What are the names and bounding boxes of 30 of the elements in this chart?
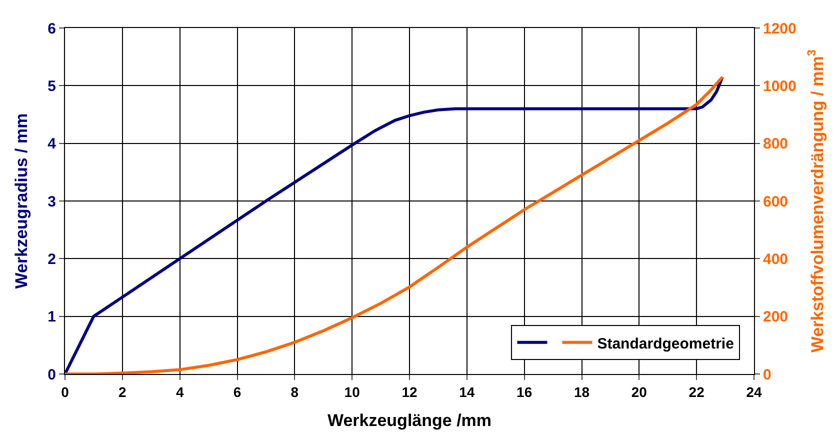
y2-tick-label: 800 — [763, 136, 788, 153]
y-tick-label: 3 — [48, 193, 56, 210]
x-tick-label: 24 — [746, 384, 762, 400]
y2-tick-label: 600 — [763, 193, 788, 210]
y-tick-label: 2 — [48, 250, 56, 268]
x-tick-label: 0 — [61, 384, 70, 400]
y2-tick-label: 0 — [763, 366, 772, 384]
y2-tick-label: 1000 — [763, 78, 796, 95]
y2-tick-label: 200 — [763, 308, 788, 326]
x-tick-label: 2 — [118, 384, 127, 400]
y-axis-title: Werkzeugradius / mm — [12, 113, 32, 289]
x-axis-title: Werkzeuglänge /mm — [327, 411, 492, 430]
x-tick-label: 4 — [176, 384, 184, 400]
x-tick-label: 6 — [233, 384, 242, 400]
legend-label: Standardgeometrie — [597, 335, 734, 352]
y-tick-label: 1 — [48, 308, 56, 326]
x-tick-label: 8 — [290, 384, 299, 400]
x-tick-label: 20 — [631, 384, 648, 400]
y-tick-label: 4 — [48, 136, 57, 153]
x-tick-label: 18 — [574, 384, 590, 400]
y-tick-label: 6 — [48, 20, 56, 38]
x-tick-label: 16 — [516, 384, 532, 400]
x-tick-label: 10 — [344, 384, 360, 400]
y2-tick-label: 1200 — [763, 20, 796, 38]
y-tick-label: 0 — [48, 366, 56, 384]
x-tick-label: 22 — [688, 384, 705, 400]
x-tick-label: 14 — [459, 384, 475, 400]
y-tick-label: 5 — [48, 78, 56, 95]
y2-tick-label: 400 — [763, 250, 788, 268]
x-tick-label: 12 — [402, 384, 418, 400]
